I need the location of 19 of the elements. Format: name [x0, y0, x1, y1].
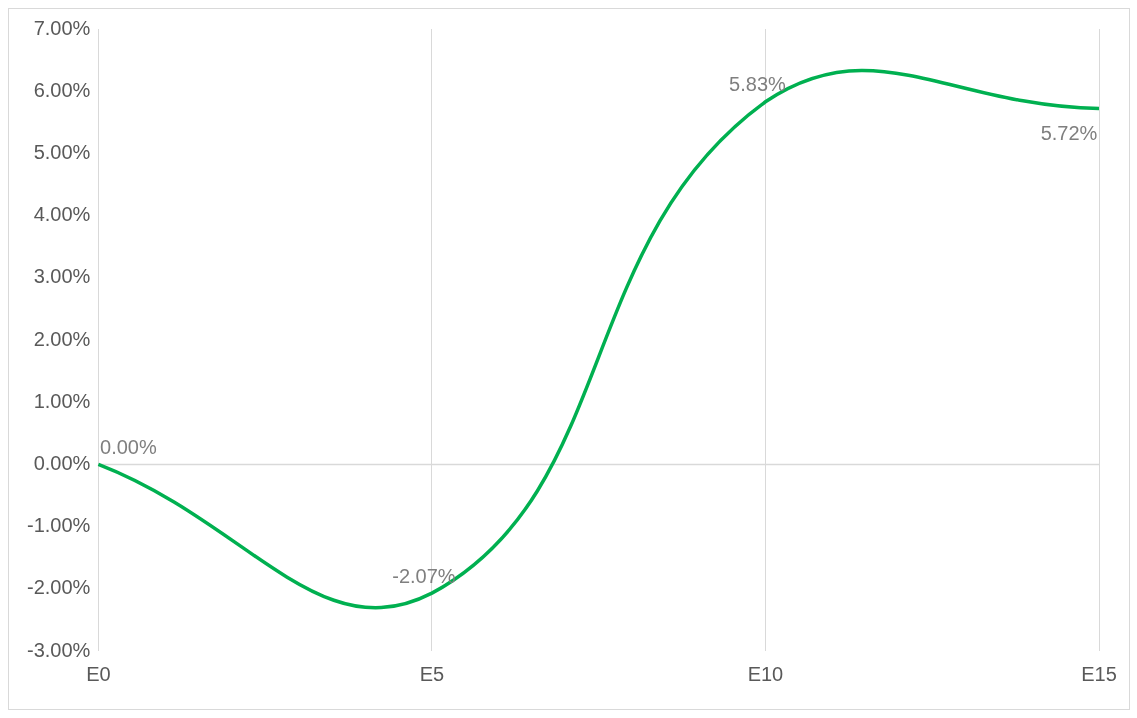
data-label: 0.00%: [100, 435, 157, 458]
y-tick-label: 0.00%: [33, 451, 91, 474]
y-tick-label: -1.00%: [26, 514, 91, 537]
data-label: 5.72%: [1040, 122, 1098, 145]
x-tick-label: E10: [747, 662, 784, 685]
y-tick-label: 7.00%: [33, 16, 91, 39]
y-tick-label: -2.00%: [26, 576, 91, 599]
data-label: -2.07%: [392, 564, 456, 587]
y-tick-label: 6.00%: [33, 78, 91, 101]
x-tick-label: E5: [419, 662, 445, 685]
y-tick-label: 5.00%: [33, 140, 91, 163]
x-tick-label: E0: [86, 662, 111, 685]
y-tick-label: 1.00%: [33, 389, 91, 412]
data-label: 5.83%: [729, 73, 787, 96]
y-tick-label: 2.00%: [33, 327, 91, 350]
x-tick-label: E15: [1081, 662, 1117, 685]
y-tick-label: -3.00%: [26, 638, 91, 661]
y-tick-label: 4.00%: [33, 203, 91, 226]
y-tick-label: 3.00%: [33, 265, 91, 288]
